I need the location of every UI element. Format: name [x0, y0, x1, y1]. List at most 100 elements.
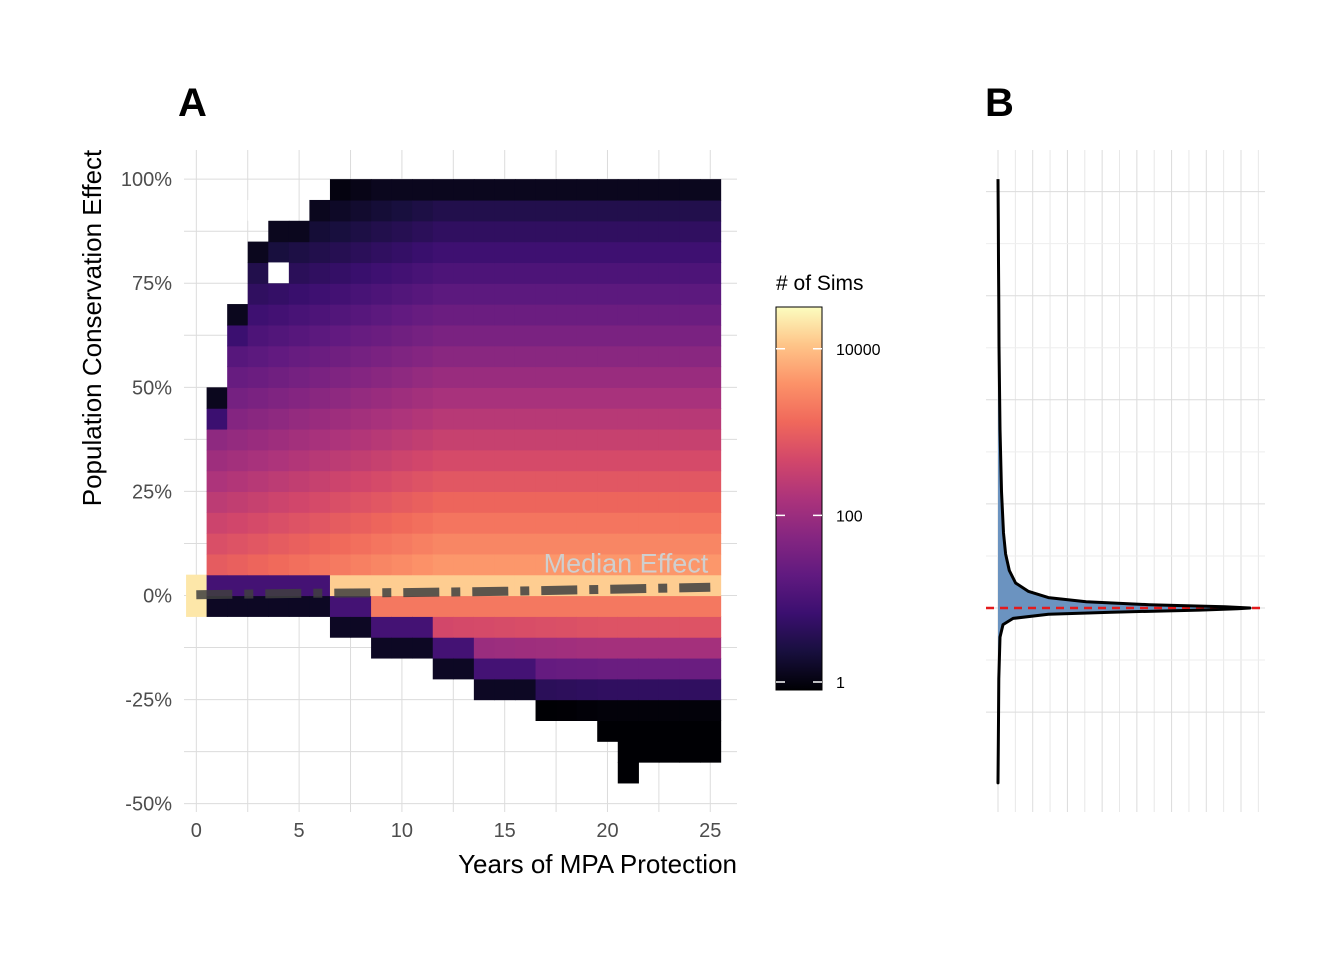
heatmap-tile — [494, 553, 516, 576]
heatmap-tile — [494, 179, 516, 201]
heatmap-tile — [514, 408, 537, 430]
heatmap-tile — [309, 304, 331, 326]
heatmap-tile — [576, 637, 598, 659]
heatmap-tile — [432, 428, 454, 451]
heatmap-tile — [679, 699, 701, 721]
heatmap-tile — [638, 345, 660, 368]
heatmap-tile — [350, 491, 372, 513]
heatmap-tile — [329, 553, 352, 576]
heatmap-tile — [453, 470, 475, 493]
heatmap-tile — [288, 553, 310, 576]
heatmap-tile — [309, 220, 331, 243]
heatmap-tile — [597, 262, 619, 284]
heatmap-tile — [535, 304, 557, 326]
heatmap-tile — [350, 470, 372, 493]
heatmap-tile — [371, 428, 393, 451]
heatmap-tile — [371, 262, 393, 284]
heatmap-tile — [638, 699, 660, 721]
heatmap-tile — [617, 366, 639, 388]
heatmap-tile — [268, 220, 290, 243]
heatmap-tile — [494, 512, 516, 534]
heatmap-tile — [556, 199, 578, 222]
heatmap-tile — [700, 179, 722, 201]
heatmap-tile — [638, 304, 660, 326]
heatmap-tile — [617, 741, 639, 763]
heatmap-tile — [535, 512, 557, 534]
heatmap-tile — [494, 345, 516, 368]
heatmap-tile — [679, 220, 701, 243]
heatmap-tile — [288, 512, 310, 534]
heatmap-tile — [556, 428, 578, 451]
heatmap-tile — [329, 241, 352, 264]
heatmap-tile — [576, 616, 598, 638]
heatmap-tile — [556, 241, 578, 264]
heatmap-tile — [329, 428, 352, 451]
heatmap-tile — [350, 199, 372, 222]
heatmap-tile — [638, 678, 660, 701]
heatmap-tile — [453, 179, 475, 201]
x-tick-label: 5 — [294, 820, 305, 842]
heatmap-tile — [556, 553, 578, 576]
heatmap-tile — [473, 283, 496, 305]
x-tick-label: 10 — [391, 820, 413, 842]
heatmap-tile — [350, 345, 372, 368]
heatmap-tile — [288, 324, 310, 347]
heatmap-tile — [412, 199, 434, 222]
heatmap-tile — [535, 241, 557, 264]
heatmap-tile — [658, 262, 681, 284]
heatmap-tile — [268, 324, 290, 347]
heatmap-tile — [658, 491, 681, 513]
heatmap-tile — [617, 595, 639, 617]
median-line — [196, 582, 711, 600]
heatmap-tile — [412, 408, 434, 430]
heatmap-tile — [679, 533, 701, 555]
heatmap-tile — [576, 678, 598, 701]
heatmap-tile — [638, 366, 660, 388]
heatmap-tile — [679, 470, 701, 493]
legend-ticks: 1 100 10000 — [776, 342, 881, 692]
heatmap-tile — [679, 283, 701, 305]
heatmap-tile — [617, 449, 639, 472]
heatmap-tile — [473, 387, 496, 409]
heatmap-tile — [514, 199, 537, 222]
heatmap-tile — [453, 366, 475, 388]
heatmap-tile — [494, 324, 516, 347]
heatmap-tile — [576, 387, 598, 409]
heatmap-tile — [576, 408, 598, 430]
heatmap-tile — [494, 366, 516, 388]
heatmap-tile — [391, 387, 413, 409]
heatmap-tile — [597, 678, 619, 701]
heatmap-tile — [658, 449, 681, 472]
heatmap-tile — [556, 220, 578, 243]
heatmap-tile — [329, 449, 352, 472]
heatmap-tile — [391, 199, 413, 222]
heatmap-tile — [514, 366, 537, 388]
median-line-path — [196, 582, 711, 600]
heatmap-tile — [268, 512, 290, 534]
heatmap-tile — [247, 345, 269, 368]
heatmap-tile — [494, 470, 516, 493]
heatmap-tile — [432, 262, 454, 284]
heatmap-tile — [658, 387, 681, 409]
heatmap-tile — [556, 387, 578, 409]
heatmap-tile — [412, 512, 434, 534]
heatmap-tile — [329, 616, 352, 638]
heatmap-tile — [350, 408, 372, 430]
heatmap-tile — [617, 345, 639, 368]
heatmap-tile — [227, 387, 249, 409]
heatmap-tile — [391, 449, 413, 472]
heatmap-tile — [535, 199, 557, 222]
heatmap-tile — [371, 533, 393, 555]
heatmap-tile — [432, 179, 454, 201]
heatmap-tile — [206, 491, 228, 513]
heatmap-tile — [432, 657, 454, 680]
heatmap-tile — [556, 262, 578, 284]
heatmap-tile — [617, 637, 639, 659]
heatmap-tile — [617, 533, 639, 555]
heatmap-tile — [638, 262, 660, 284]
heatmap-tile — [494, 491, 516, 513]
y-tick-label: 75% — [132, 273, 172, 295]
heatmap-tile — [391, 304, 413, 326]
heatmap-tiles — [186, 179, 722, 784]
heatmap-tile — [391, 241, 413, 264]
